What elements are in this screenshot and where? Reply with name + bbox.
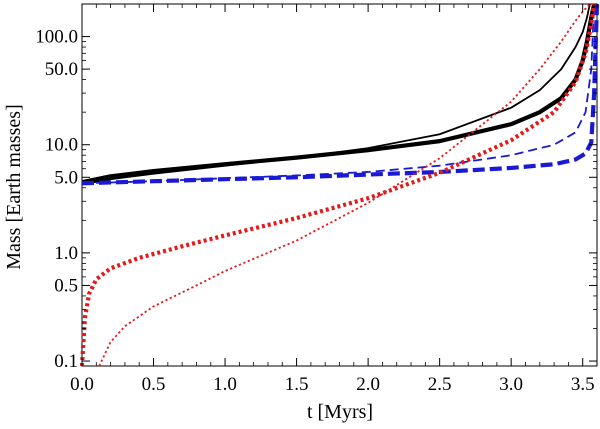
series-black-thick-solid (81, 3, 597, 185)
x-tick-label: 1.5 (285, 374, 309, 395)
series-blue-thick-dashed (81, 3, 600, 186)
x-axis-title: t [Myrs] (307, 401, 373, 423)
y-tick-label: 100.0 (35, 27, 78, 48)
x-tick-label: 0.0 (70, 374, 94, 395)
x-tick-label: 2.0 (356, 374, 380, 395)
series-blue-thin-dashed (81, 3, 596, 185)
plot-frame (81, 3, 598, 367)
y-axis-ticks: 0.1 0.5 1.0 5.0 10.0 50.0 100.0 (35, 3, 597, 372)
y-tick-label: 0.5 (54, 275, 78, 296)
series-red-thin-dotted (98, 3, 591, 367)
y-tick-label: 0.1 (54, 351, 78, 372)
y-tick-label: 10.0 (45, 135, 78, 156)
y-tick-label: 5.0 (54, 167, 78, 188)
x-tick-label: 2.5 (428, 374, 452, 395)
series-red-thick-dotted (79, 3, 597, 367)
series-black-thin-solid (81, 3, 591, 186)
y-axis-title: Mass [Earth masses] (3, 104, 25, 270)
y-tick-label: 1.0 (54, 243, 78, 264)
plot-border (81, 3, 598, 367)
y-tick-label: 50.0 (45, 59, 78, 80)
x-tick-label: 0.5 (142, 374, 166, 395)
x-tick-label: 1.0 (213, 374, 237, 395)
x-tick-label: 3.5 (571, 374, 595, 395)
x-tick-label: 3.0 (499, 374, 523, 395)
series-layer (79, 3, 600, 367)
x-axis-ticks: 0.0 0.5 1.0 1.5 2.0 2.5 3.0 3.5 (70, 4, 598, 395)
